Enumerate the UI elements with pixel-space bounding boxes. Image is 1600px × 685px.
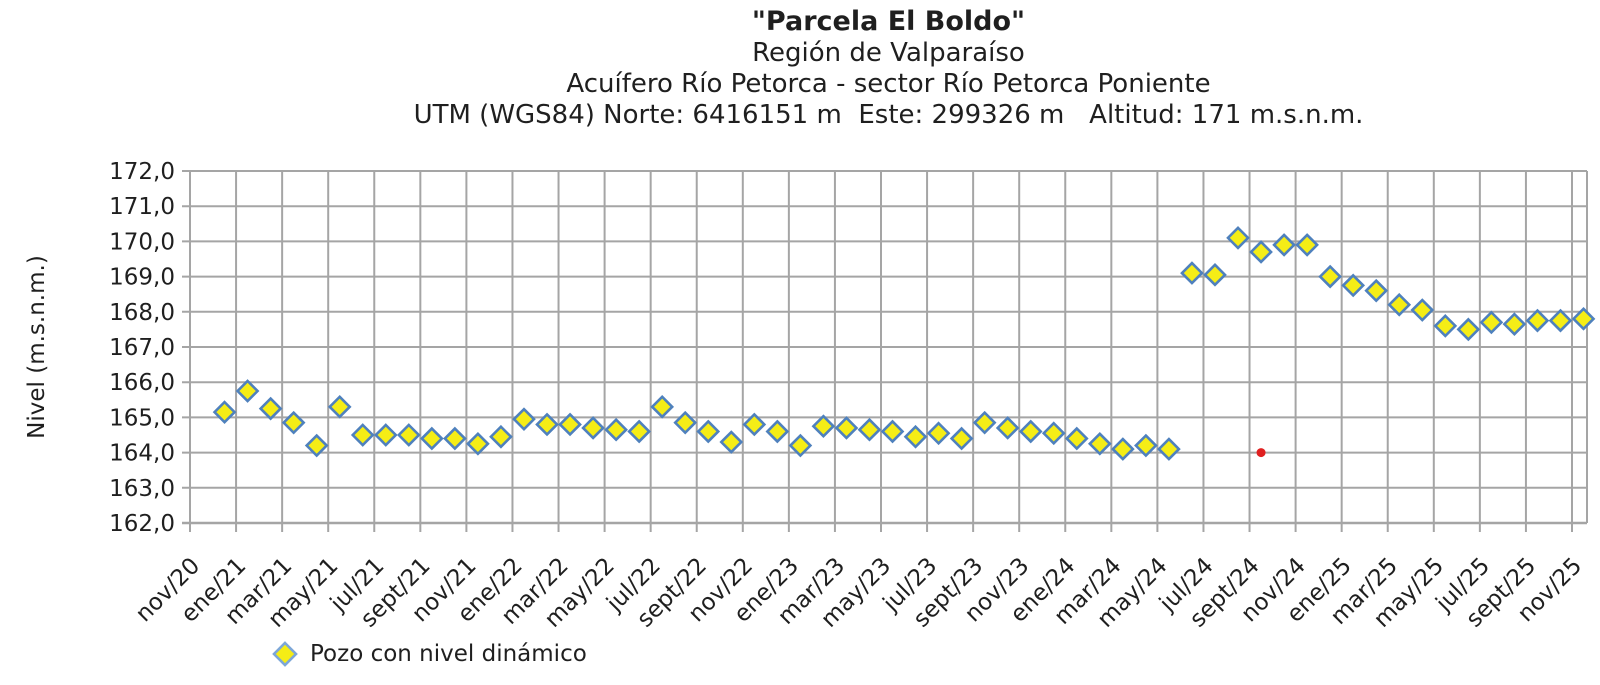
data-point-diamond	[1041, 421, 1066, 446]
y-tick-label: 172,0	[109, 159, 175, 185]
data-point-diamond	[535, 412, 559, 437]
y-tick-label: 171,0	[109, 194, 175, 220]
data-point-diamond	[995, 416, 1020, 440]
data-point-diamond	[1087, 431, 1112, 456]
data-point-diamond	[1318, 264, 1342, 289]
y-tick-label: 166,0	[109, 370, 175, 396]
y-tick-label: 167,0	[109, 335, 175, 361]
data-point-diamond	[926, 421, 951, 446]
data-point-diamond	[258, 396, 283, 421]
data-point-diamond	[327, 395, 352, 419]
data-point-diamond	[1203, 263, 1227, 287]
data-point-diamond	[765, 419, 790, 444]
data-point-diamond	[512, 407, 536, 431]
data-point-diamond	[834, 416, 859, 440]
y-tick-label: 164,0	[109, 441, 175, 467]
legend-label: Pozo con nivel dinámico	[310, 641, 587, 667]
data-point-diamond	[949, 426, 974, 451]
data-point-diamond	[1364, 278, 1389, 303]
data-point-diamond	[719, 430, 744, 454]
data-point-diamond	[1157, 437, 1181, 461]
data-point-diamond	[558, 412, 582, 437]
data-point-diamond	[857, 417, 882, 442]
data-point-diamond	[235, 379, 260, 403]
chart-title: "Parcela El Boldo"	[751, 6, 1026, 37]
y-tick-label: 165,0	[109, 405, 175, 431]
data-point-diamond	[903, 424, 928, 449]
data-point-diamond	[1180, 261, 1204, 285]
data-point-diamond	[742, 412, 767, 437]
chart-title-block: "Parcela El Boldo" Región de Valparaíso …	[190, 6, 1587, 131]
y-tick-label: 162,0	[109, 511, 175, 537]
data-point-diamond	[811, 414, 836, 439]
data-point-diamond	[972, 410, 997, 435]
data-point-diamond	[1548, 308, 1573, 333]
data-point-diamond	[604, 417, 628, 442]
y-tick-label: 163,0	[109, 476, 175, 502]
data-point-diamond	[466, 431, 490, 456]
data-point-diamond	[350, 423, 375, 447]
data-point-diamond	[1272, 233, 1296, 257]
data-point-diamond	[1295, 233, 1319, 257]
chart-subtitle-region: Región de Valparaíso	[752, 38, 1025, 68]
data-point-diamond	[396, 423, 421, 447]
data-point-diamond	[1433, 314, 1458, 338]
data-point-diamond	[1249, 240, 1273, 264]
data-point-diamond	[304, 433, 329, 458]
diamond-icon	[272, 641, 298, 667]
data-point-diamond	[281, 410, 306, 435]
data-point-diamond	[1226, 226, 1250, 250]
y-tick-label: 168,0	[109, 300, 175, 326]
data-point-diamond	[1018, 419, 1043, 444]
data-point-diamond	[443, 426, 467, 451]
data-point-diamond	[673, 410, 698, 435]
data-point-diamond	[1571, 307, 1596, 331]
red-data-point	[1256, 448, 1266, 458]
data-point-diamond	[1525, 308, 1550, 333]
data-point-diamond	[696, 419, 721, 444]
data-point-diamond	[212, 400, 237, 424]
data-point-diamond	[788, 433, 813, 458]
data-point-diamond	[1064, 426, 1089, 451]
y-tick-label: 170,0	[109, 229, 175, 255]
data-point-diamond	[880, 419, 905, 444]
data-point-diamond	[373, 423, 398, 447]
data-point-diamond	[627, 419, 651, 444]
data-point-diamond	[1387, 292, 1412, 317]
chart-subtitle-utm: UTM (WGS84) Norte: 6416151 m Este: 29932…	[413, 100, 1364, 130]
legend: Pozo con nivel dinámico	[272, 641, 587, 667]
data-point-diamond	[1134, 433, 1158, 458]
y-tick-label: 169,0	[109, 265, 175, 291]
data-point-diamond	[1111, 437, 1135, 461]
data-point-diamond	[1410, 298, 1435, 322]
data-point-diamond	[650, 395, 675, 419]
data-point-diamond	[581, 416, 605, 440]
data-point-diamond	[1456, 317, 1481, 342]
data-point-diamond	[1479, 310, 1504, 335]
data-point-diamond	[1502, 312, 1527, 336]
data-point-diamond	[420, 426, 444, 451]
data-point-diamond	[1341, 273, 1366, 298]
data-point-diamond	[489, 424, 513, 449]
chart-subtitle-aquifer: Acuífero Río Petorca - sector Río Petorc…	[566, 69, 1211, 99]
